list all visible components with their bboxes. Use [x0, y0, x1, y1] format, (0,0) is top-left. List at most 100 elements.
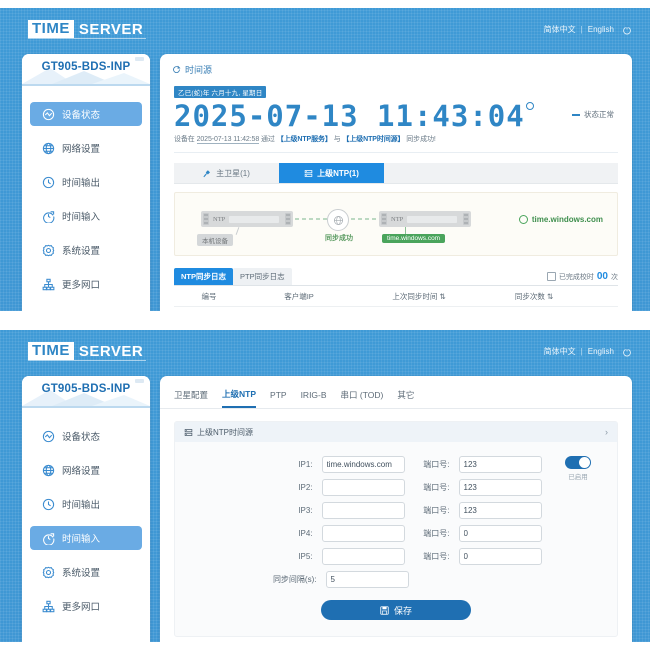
sidebar-item-label: 设备状态	[62, 432, 101, 443]
device-header: GT905-BDS-INP	[22, 54, 150, 86]
diagram-sync-status: 同步成功	[325, 235, 353, 242]
lang-english-link[interactable]: English	[587, 347, 614, 356]
sync-link-service[interactable]: 【上级NTP服务】	[276, 136, 332, 143]
page-title-text: 时间源	[185, 65, 213, 75]
sidebar-item-time-input[interactable]: 时间输入	[30, 204, 142, 228]
tab-ptp[interactable]: PTP	[270, 390, 287, 400]
ip5-input[interactable]	[321, 548, 405, 565]
sidebar-nav: 设备状态 网络设置 时间输出	[22, 86, 150, 296]
sort-icon[interactable]: ⇅	[439, 292, 446, 301]
sync-message: 设备在 2025-07-13 11:42:58 通过 【上级NTP服务】 与 【…	[174, 134, 618, 144]
form-row: IP1: 端口号:	[175, 456, 617, 473]
server-icon	[304, 169, 313, 178]
sidebar-item-label: 更多网口	[62, 602, 101, 613]
form-row: IP2: 端口号:	[175, 479, 617, 496]
port2-input[interactable]	[458, 479, 542, 496]
clock-display: 2025-07-13 11:43:04	[174, 99, 534, 133]
ip1-input[interactable]	[321, 456, 405, 473]
tab-serial-tod[interactable]: 串口 (TOD)	[340, 390, 384, 400]
tab-upstream-ntp[interactable]: 上级NTP(1)	[279, 163, 384, 183]
logo-time-text: TIME	[28, 20, 74, 38]
logo-underline	[28, 360, 146, 361]
ip4-input[interactable]	[321, 525, 405, 542]
power-icon[interactable]	[622, 25, 632, 35]
chevron-right-icon[interactable]: ›	[605, 427, 608, 437]
column-header-last-sync[interactable]: 上次同步时间 ⇅	[392, 292, 446, 301]
clock-out-icon	[42, 498, 55, 511]
sync-interval-input[interactable]	[325, 571, 409, 588]
sidebar-item-time-output[interactable]: 时间输出	[30, 170, 142, 194]
sidebar-item-more-ports[interactable]: 更多网口	[30, 594, 142, 618]
sidebar-item-system-settings[interactable]: 系统设置	[30, 238, 142, 262]
rack-slot	[229, 215, 279, 223]
sidebar-item-time-input[interactable]: 时间输入	[30, 526, 142, 550]
sidebar-item-system-settings[interactable]: 系统设置	[30, 560, 142, 584]
clock-in-icon	[42, 532, 55, 545]
globe-network-icon	[42, 142, 55, 155]
panel-header[interactable]: 上级NTP时间源 ›	[175, 422, 617, 442]
sidebar-item-more-ports[interactable]: 更多网口	[30, 272, 142, 296]
tab-upstream-ntp[interactable]: 上级NTP	[222, 388, 257, 408]
sort-icon[interactable]: ⇅	[546, 292, 554, 301]
port4-input[interactable]	[458, 525, 542, 542]
local-device-rack: NTP	[201, 211, 293, 227]
page-body-bottom: GT905-BDS-INP 设备状态 网络设置	[0, 368, 650, 642]
ip2-input[interactable]	[321, 479, 405, 496]
ip2-label: IP2:	[298, 483, 313, 492]
sync-count-unit: 次	[611, 273, 618, 281]
sidebar-item-label: 时间输出	[62, 500, 101, 511]
lang-english-link[interactable]: English	[587, 25, 614, 34]
logo-underline	[28, 38, 146, 39]
sync-link-source[interactable]: 【上级NTP时间源】	[342, 136, 405, 143]
status-badge: 状态正常	[572, 109, 614, 120]
tab-satellite-config[interactable]: 卫星配置	[174, 390, 209, 400]
gear-icon	[42, 244, 55, 257]
panel-header-label: 上级NTP时间源	[197, 427, 253, 437]
sidebar-item-time-output[interactable]: 时间输出	[30, 492, 142, 516]
app-logo: TIME SERVER	[28, 20, 143, 38]
sidebar-item-label: 网络设置	[62, 144, 101, 155]
server-status-dot-icon	[518, 215, 528, 224]
column-header-client-ip: 客户端IP	[284, 292, 314, 301]
port3-input[interactable]	[458, 502, 542, 519]
sync-interval-label: 同步间隔(s):	[272, 575, 317, 584]
network-ports-icon	[42, 278, 55, 291]
status-label: 状态正常	[584, 110, 614, 119]
app-header-bottom: TIME SERVER 简体中文 | English	[0, 330, 650, 368]
sidebar-item-network-settings[interactable]: 网络设置	[30, 458, 142, 482]
device-status-icon	[42, 108, 55, 121]
sidebar-item-network-settings[interactable]: 网络设置	[30, 136, 142, 160]
leader-line-right	[405, 227, 406, 235]
sidebar-item-device-status[interactable]: 设备状态	[30, 424, 142, 448]
gear-icon	[42, 566, 55, 579]
lang-chinese-link[interactable]: 简体中文	[543, 347, 576, 356]
clock-value: 2025-07-13 11:43:04	[174, 99, 525, 133]
tab-ntp-log[interactable]: NTP同步日志	[174, 268, 233, 285]
tab-irig-b[interactable]: IRIG-B	[300, 390, 327, 400]
lang-chinese-link[interactable]: 简体中文	[543, 25, 576, 34]
device-corner-marker	[135, 379, 144, 383]
sidebar: GT905-BDS-INP 设备状态 网络设置	[22, 54, 150, 311]
sidebar-item-device-status[interactable]: 设备状态	[30, 102, 142, 126]
form-row-interval: 同步间隔(s):	[175, 571, 488, 588]
port5-input[interactable]	[458, 548, 542, 565]
clock-block: 乙巳(蛇)年 六月十九, 星期日 2025-07-13 11:43:04 设备在…	[174, 82, 618, 153]
enable-toggle-label: 已启用	[568, 474, 588, 481]
ip3-label: IP3:	[298, 506, 313, 515]
ip3-input[interactable]	[321, 502, 405, 519]
leader-line-left	[235, 227, 240, 235]
tab-other[interactable]: 其它	[397, 390, 415, 400]
enable-toggle[interactable]	[565, 456, 591, 469]
device-status-icon	[42, 430, 55, 443]
local-device-tag: 本机设备	[197, 234, 233, 246]
tab-ptp-log[interactable]: PTP同步日志	[233, 268, 292, 285]
port4-label: 端口号:	[423, 529, 450, 538]
power-icon[interactable]	[622, 347, 632, 357]
globe-network-icon	[42, 464, 55, 477]
rack-ear-left	[381, 213, 387, 225]
logo-time-text: TIME	[28, 342, 74, 360]
column-header-sync-count[interactable]: 同步次数 ⇅	[514, 292, 554, 301]
tab-main-satellite[interactable]: 主卫星(1)	[174, 163, 279, 183]
save-button[interactable]: 保存	[321, 600, 471, 620]
port1-input[interactable]	[458, 456, 542, 473]
